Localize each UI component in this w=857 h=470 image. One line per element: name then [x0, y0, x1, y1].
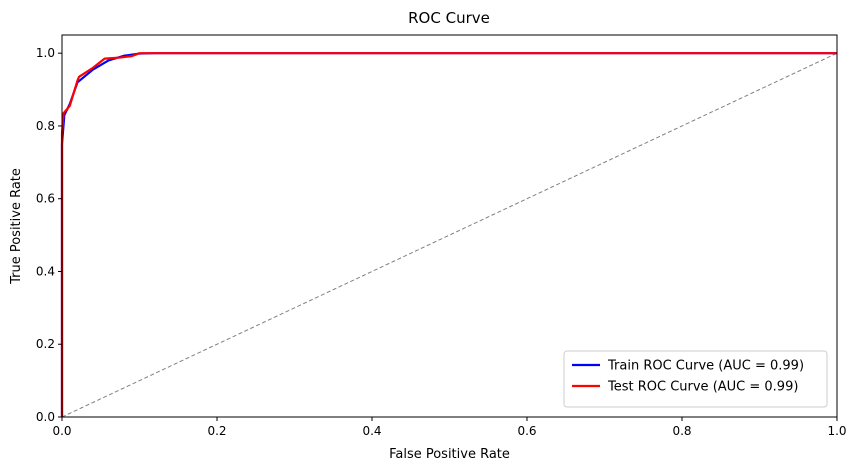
- y-axis-label: True Positive Rate: [9, 168, 24, 285]
- series-line-1: [60, 52, 837, 417]
- legend-label: Test ROC Curve (AUC = 0.99): [607, 380, 798, 395]
- y-tick-label: 0.8: [36, 119, 55, 133]
- x-tick-label: 0.8: [672, 424, 691, 438]
- x-tick-label: 0.4: [362, 424, 381, 438]
- x-axis: 0.0 0.2 0.4 0.6 0.8 1.0: [52, 417, 847, 438]
- chart-title: ROC Curve: [408, 9, 490, 27]
- x-tick-label: 1.0: [827, 424, 846, 438]
- y-axis: 0.0 0.2 0.4 0.6 0.8 1.0: [36, 46, 62, 424]
- y-tick-label: 0.6: [36, 192, 55, 206]
- x-tick-label: 0.6: [517, 424, 536, 438]
- x-tick-label: 0.2: [207, 424, 226, 438]
- plot-area: [60, 52, 838, 418]
- legend: Train ROC Curve (AUC = 0.99) Test ROC Cur…: [563, 350, 828, 408]
- x-tick-label: 0.0: [52, 424, 71, 438]
- plot-frame: [61, 34, 838, 418]
- y-tick-label: 1.0: [36, 46, 55, 60]
- y-tick-label: 0.2: [36, 337, 55, 351]
- legend-box: [563, 350, 828, 408]
- x-axis-label: False Positive Rate: [389, 447, 510, 462]
- y-tick-label: 0.4: [36, 264, 55, 278]
- y-tick-label: 0.0: [36, 410, 55, 424]
- legend-label: Train ROC Curve (AUC = 0.99): [607, 359, 804, 374]
